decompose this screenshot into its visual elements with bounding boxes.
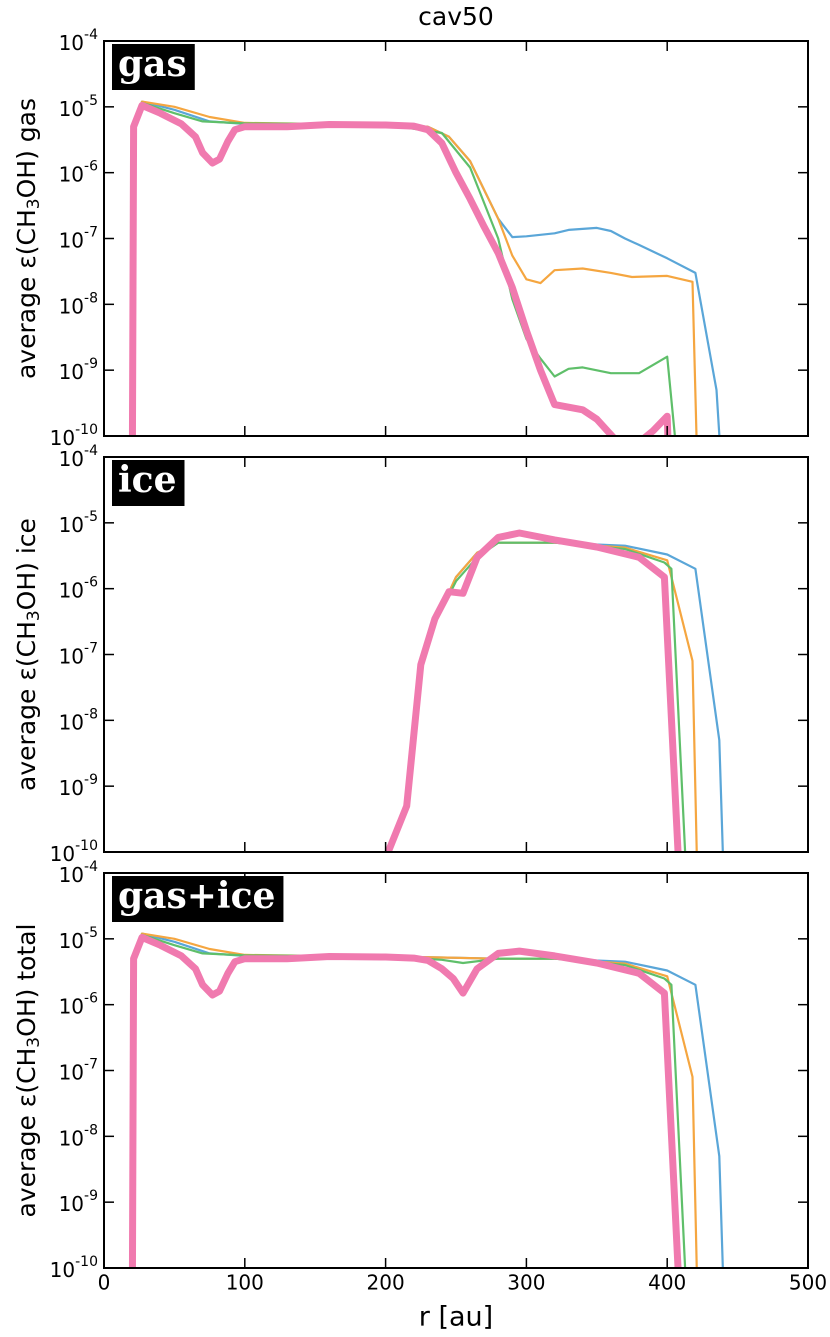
y-tick-label: 10-8 <box>59 290 98 318</box>
y-tick-label: 10-5 <box>59 93 98 121</box>
y-tick-label: 10-8 <box>59 706 98 734</box>
x-tick-label: 200 <box>367 1271 405 1295</box>
x-tick-label: 100 <box>226 1271 264 1295</box>
series-line <box>131 101 677 436</box>
panel-label-box <box>112 44 195 90</box>
panel-label-box <box>112 460 185 506</box>
plot-frame <box>103 40 809 437</box>
plot-lines <box>128 100 721 436</box>
y-axis-label-part: OH) gas <box>12 98 41 198</box>
y-tick-label: 10-4 <box>59 27 99 55</box>
y-axis-label-part: average ε(CH <box>12 621 41 791</box>
y-tick-label: 10-5 <box>59 509 98 537</box>
y-axis-label: average ε(CH3OH) ice <box>12 518 44 791</box>
plot-lines <box>128 932 724 1268</box>
y-tick-label: 10-6 <box>59 991 99 1019</box>
y-tick-label: 10-10 <box>50 838 98 866</box>
y-tick-label: 10-4 <box>59 859 99 887</box>
y-axis-label: average ε(CH3OH) gas <box>12 98 44 379</box>
y-tick-label: 10-6 <box>59 575 99 603</box>
y-tick-label: 10-9 <box>59 356 98 384</box>
x-tick-label: 300 <box>507 1271 545 1295</box>
y-axis-label-part: average ε(CH <box>12 209 41 379</box>
series-line <box>128 101 672 436</box>
y-tick-label: 10-6 <box>59 159 99 187</box>
x-tick-label: 400 <box>648 1271 686 1295</box>
y-tick-label: 10-8 <box>59 1122 98 1150</box>
y-axis-label-part: 3 <box>24 610 44 621</box>
y-tick-label: 10-7 <box>59 641 98 669</box>
y-tick-label: 10-10 <box>50 1254 98 1282</box>
series-line <box>386 541 687 852</box>
y-axis-label-part: OH) ice <box>12 518 41 610</box>
series-line <box>131 100 721 436</box>
y-tick-label: 10-9 <box>59 1188 98 1216</box>
y-tick-label: 10-5 <box>59 925 98 953</box>
panel-label: gas <box>118 43 187 85</box>
y-tick-label: 10-7 <box>59 1057 98 1085</box>
y-tick-label: 10-9 <box>59 772 98 800</box>
x-tick-label: 500 <box>789 1271 827 1295</box>
y-axis-label-part: 3 <box>24 198 44 209</box>
plot-frame <box>103 872 809 1269</box>
y-axis-label: average ε(CH3OH) total <box>12 924 44 1218</box>
series-line <box>128 933 682 1268</box>
x-axis-label: r [au] <box>419 1302 493 1333</box>
y-axis-label-part: average ε(CH <box>12 1048 41 1218</box>
y-tick-label: 10-4 <box>59 443 99 471</box>
y-tick-label: 10-10 <box>50 422 98 450</box>
y-axis-label-part: 3 <box>24 1037 44 1048</box>
series-line <box>386 541 698 852</box>
panel-label: ice <box>118 459 177 501</box>
x-tick-label: 0 <box>98 1271 111 1295</box>
y-tick-label: 10-7 <box>59 225 98 253</box>
panel-label-box <box>112 876 284 922</box>
plot-lines <box>384 529 724 852</box>
y-axis-label-part: OH) total <box>12 924 41 1037</box>
plot-frame <box>103 456 809 853</box>
panel-label: gas+ice <box>118 875 275 917</box>
series-line <box>131 100 698 436</box>
series-line <box>384 529 682 852</box>
chart-title: cav50 <box>418 2 494 31</box>
